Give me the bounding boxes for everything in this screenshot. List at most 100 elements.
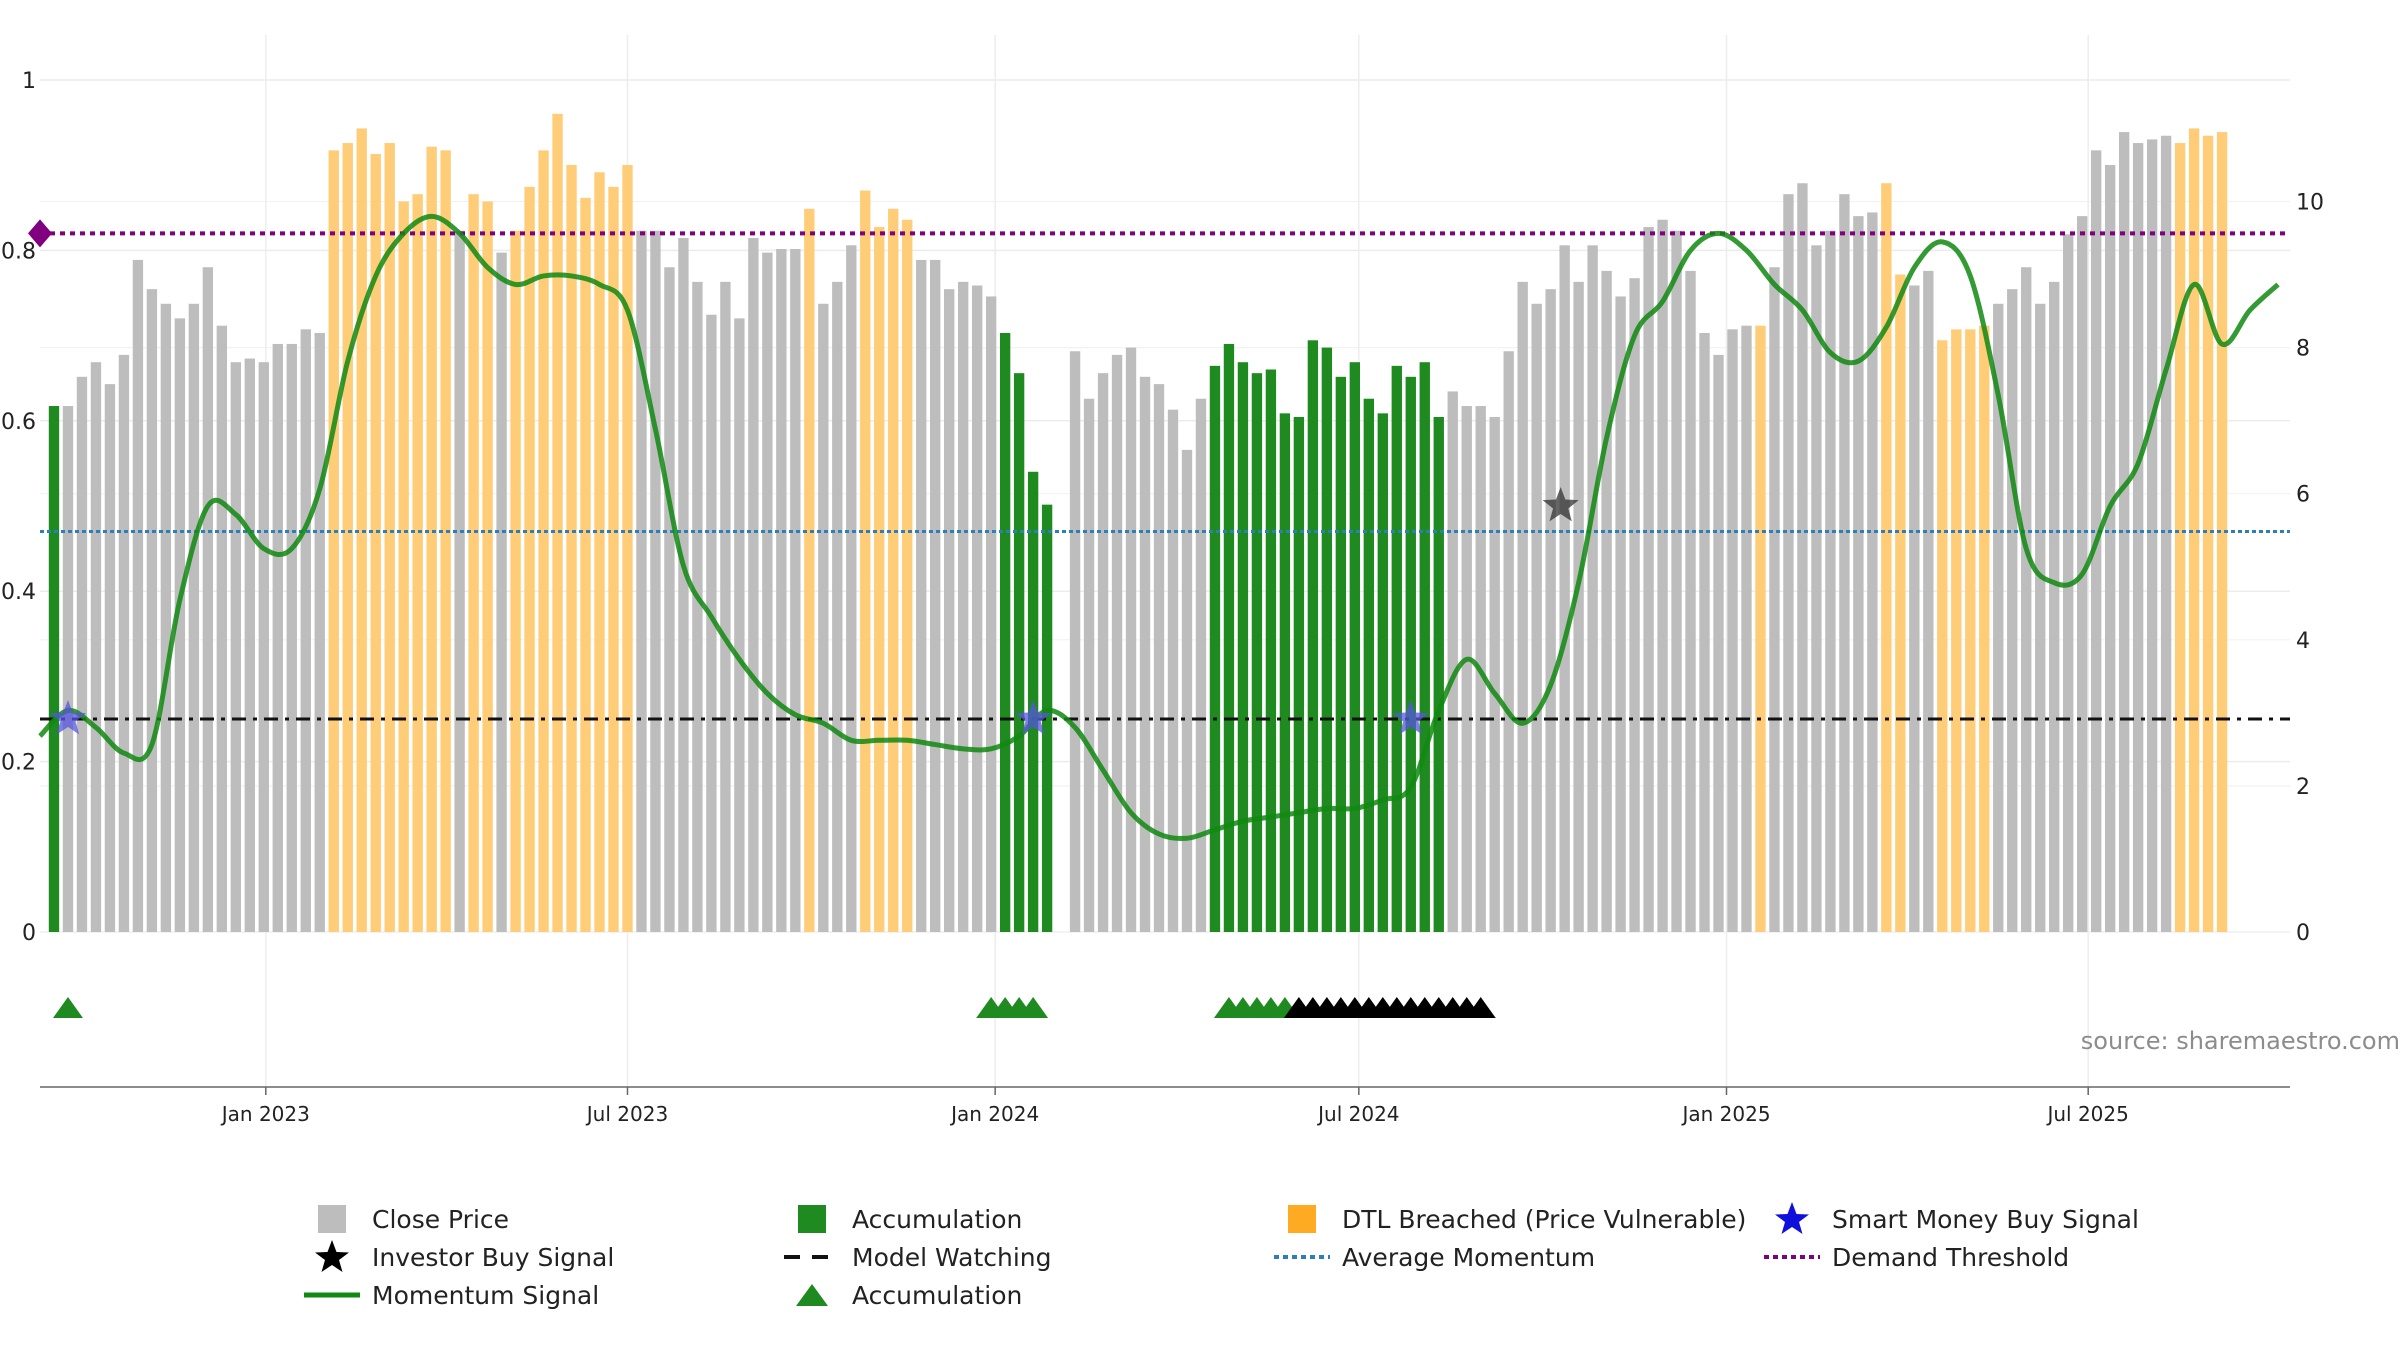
price-bar: [1643, 227, 1654, 932]
price-bar: [398, 201, 409, 933]
price-bar: [342, 143, 353, 932]
price-bar: [902, 219, 913, 932]
legend-item-momentum-signal: Momentum Signal: [300, 1276, 599, 1314]
legend-item-smart-money: Smart Money Buy Signal: [1760, 1200, 2139, 1238]
y-right-tick-label: 10: [2296, 190, 2324, 215]
y-right-tick-label: 8: [2296, 337, 2310, 362]
price-bar: [2202, 135, 2214, 933]
price-bar: [104, 384, 116, 932]
legend-symbol-dotted-blue: [1270, 1238, 1334, 1276]
y-left-tick-label: 0.6: [1, 410, 36, 435]
price-bar: [650, 230, 661, 933]
legend-item-accumulation-bar: Accumulation: [780, 1200, 1022, 1238]
x-tick-label: Jul 2023: [585, 1102, 668, 1126]
price-bar: [748, 238, 759, 932]
price-bar: [706, 314, 717, 932]
x-tick-label: Jul 2024: [1316, 1102, 1399, 1126]
price-bar: [2021, 267, 2032, 932]
price-bar: [999, 332, 1011, 933]
price-bar: [1881, 183, 1892, 932]
price-bar: [1321, 347, 1333, 932]
price-bar: [720, 281, 731, 933]
price-bar: [580, 197, 591, 932]
price-bar: [48, 406, 60, 932]
price-bar: [1251, 373, 1263, 932]
price-bar: [762, 252, 773, 932]
price-bar: [1069, 351, 1081, 933]
demand-threshold-marker: [28, 219, 52, 248]
price-bar: [412, 194, 423, 932]
price-bar: [1699, 332, 1710, 933]
price-bar: [1531, 303, 1542, 933]
legend-symbol-line-green: [300, 1276, 364, 1314]
price-bar: [804, 208, 815, 932]
price-bar: [1181, 449, 1193, 932]
price-bar: [916, 259, 927, 932]
price-bar: [1405, 376, 1416, 932]
price-bar: [440, 150, 451, 932]
price-bar: [118, 354, 130, 932]
price-bar: [2007, 289, 2018, 932]
price-bar: [1559, 245, 1570, 933]
legend-symbol-square-gray: [300, 1200, 364, 1238]
legend-item-demand-threshold: Demand Threshold: [1760, 1238, 2069, 1276]
x-tick-label: Jan 2024: [949, 1102, 1039, 1126]
price-bar: [2188, 128, 2200, 932]
price-bar: [1279, 413, 1291, 932]
price-bar: [1839, 194, 1850, 932]
price-bar: [272, 343, 283, 932]
price-bar: [62, 406, 74, 932]
price-bar: [146, 289, 158, 932]
price-bar: [944, 289, 955, 932]
price-bar: [1307, 340, 1319, 932]
legend-symbol-star-blue: [1760, 1200, 1824, 1238]
price-bar: [1125, 347, 1137, 932]
price-bar: [1349, 362, 1361, 933]
price-bar: [90, 362, 102, 933]
price-bar: [2146, 139, 2158, 932]
price-bar: [1769, 267, 1780, 932]
price-bar: [1013, 373, 1025, 932]
price-bar: [1629, 278, 1640, 932]
price-bar: [1097, 373, 1109, 932]
price-bar: [2160, 135, 2172, 933]
price-bar: [874, 227, 885, 932]
price-bar: [1895, 274, 1906, 932]
price-bar: [2104, 164, 2116, 933]
price-bar: [454, 230, 465, 933]
price-bars: [48, 113, 2228, 933]
price-bar: [1923, 270, 1934, 932]
price-bar: [1951, 329, 1962, 932]
legend-item-accumulation-marker: Accumulation: [780, 1276, 1022, 1314]
price-bar: [1517, 281, 1528, 933]
legend-symbol-square-green: [780, 1200, 844, 1238]
price-bar: [692, 281, 703, 933]
legend-label: Accumulation: [852, 1204, 1023, 1234]
price-bar: [2216, 132, 2228, 933]
price-bar: [1461, 406, 1472, 932]
price-bar: [1909, 285, 1920, 932]
legend-label: Investor Buy Signal: [372, 1242, 615, 1272]
buy-signal-stars: [49, 487, 1579, 735]
price-bar: [244, 358, 255, 932]
price-bar: [1489, 416, 1500, 932]
price-bar: [370, 154, 381, 932]
price-bar: [1377, 413, 1388, 932]
price-bar: [1545, 289, 1556, 932]
legend-item-model-watching: Model Watching: [780, 1238, 1052, 1276]
price-bar: [1755, 325, 1766, 932]
price-bar: [1993, 303, 2004, 933]
legend-symbol-triangle-green: [780, 1276, 844, 1314]
price-bar: [608, 186, 619, 933]
y-left-tick-label: 0.2: [1, 751, 36, 776]
price-bar: [846, 245, 857, 933]
price-bar: [132, 259, 144, 932]
price-bar: [2132, 143, 2144, 932]
price-bar: [1083, 398, 1095, 932]
price-bar: [594, 172, 605, 932]
price-bar: [174, 318, 186, 932]
price-bar: [1335, 376, 1347, 932]
price-bar: [1825, 230, 1836, 933]
price-bar: [1797, 183, 1808, 932]
momentum-signal-line: [38, 213, 2280, 842]
